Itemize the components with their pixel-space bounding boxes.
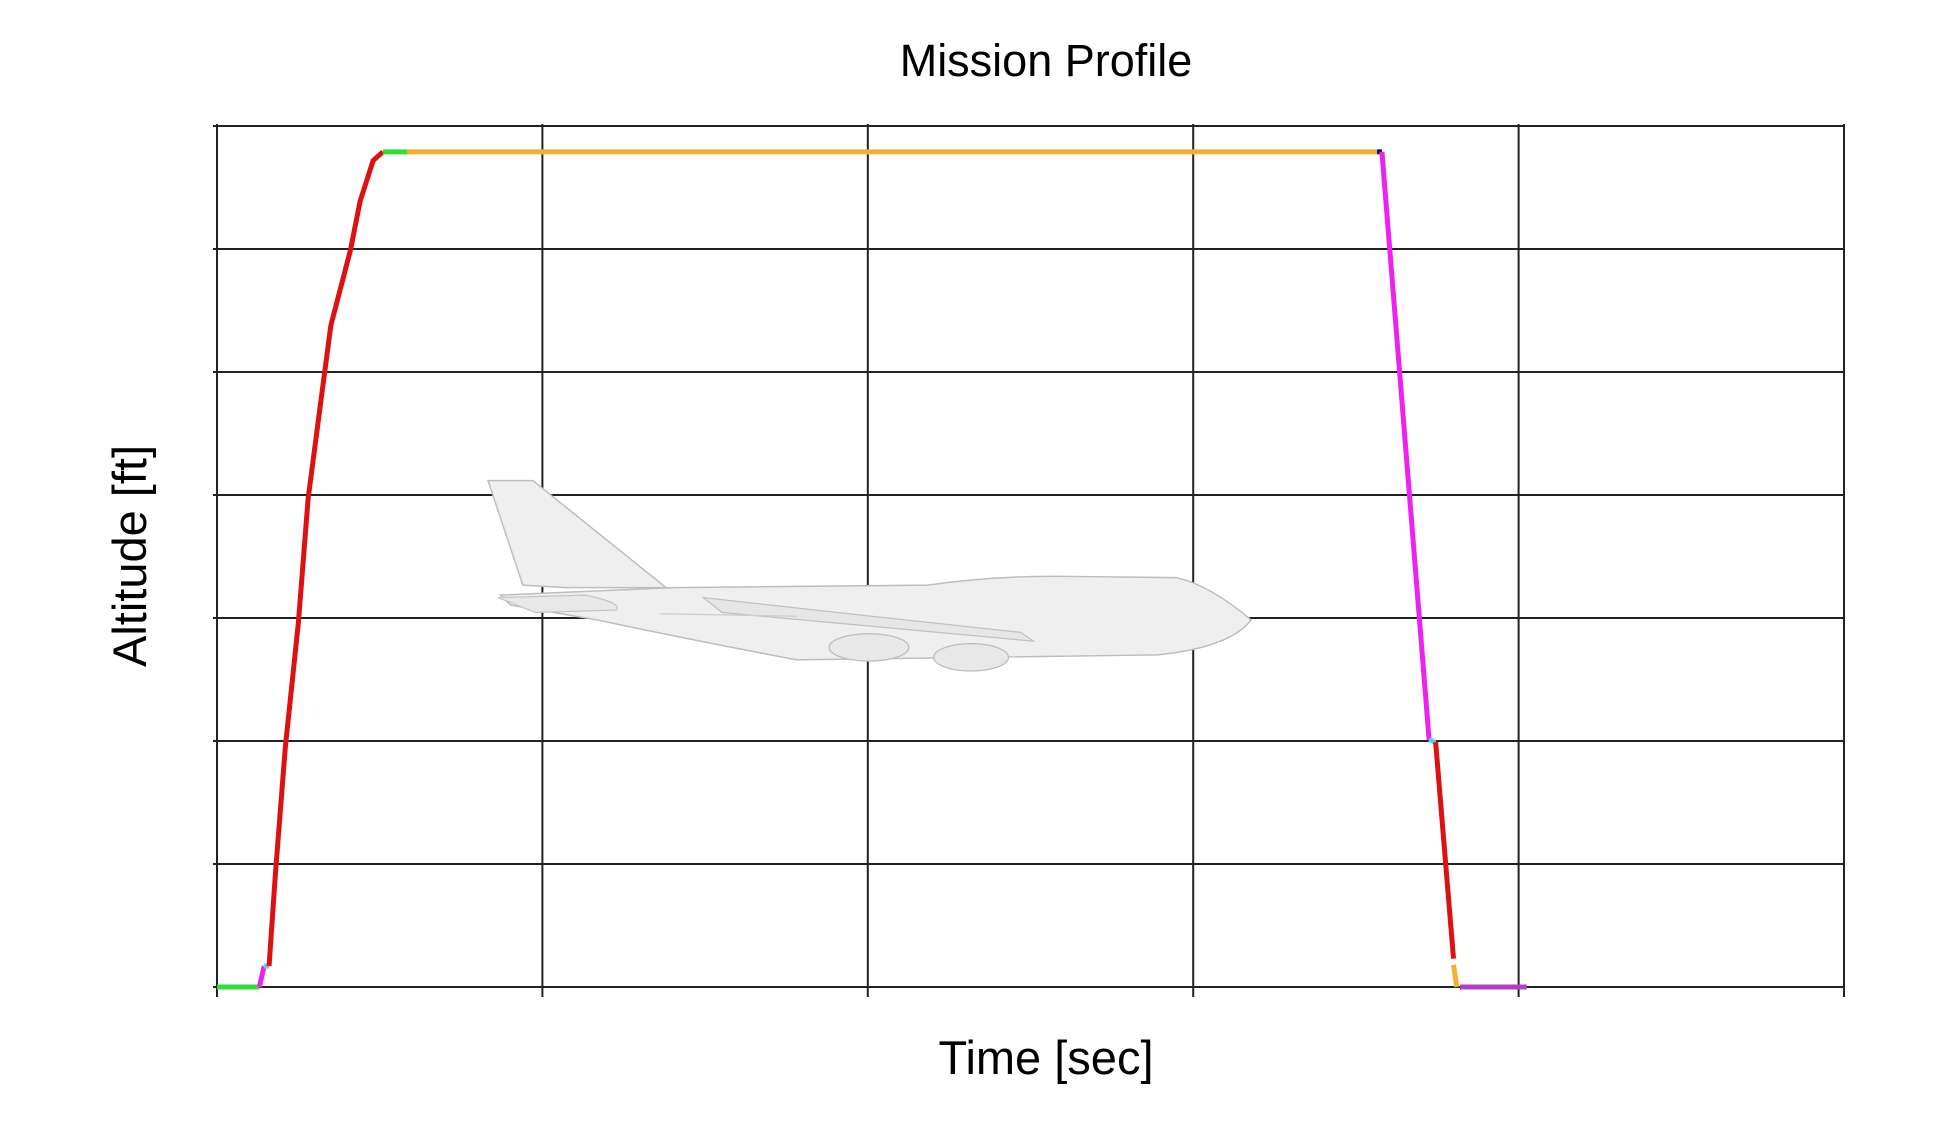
airplane-stabilizer xyxy=(497,594,618,614)
series-line-takeoff xyxy=(256,965,267,988)
grid xyxy=(213,124,1845,997)
series-layer xyxy=(217,149,1527,990)
airplane-engine xyxy=(933,643,1010,672)
airplane-window-line xyxy=(659,613,797,617)
series-line-descent-2 xyxy=(1433,742,1457,959)
chart-title: Mission Profile xyxy=(900,35,1193,86)
series-line-transition-2 xyxy=(1428,737,1437,745)
y-axis-label: Altitude [ft] xyxy=(103,445,156,667)
series-line-climb xyxy=(266,149,385,967)
airplane-engine xyxy=(828,633,910,662)
x-axis-label: Time [sec] xyxy=(938,1031,1153,1084)
series-line-descent-1 xyxy=(1379,151,1432,740)
airplane-image xyxy=(487,479,1253,672)
airplane-tail-fin xyxy=(487,479,669,589)
series-line-approach xyxy=(1451,964,1460,988)
airplane-wing xyxy=(701,596,1036,643)
